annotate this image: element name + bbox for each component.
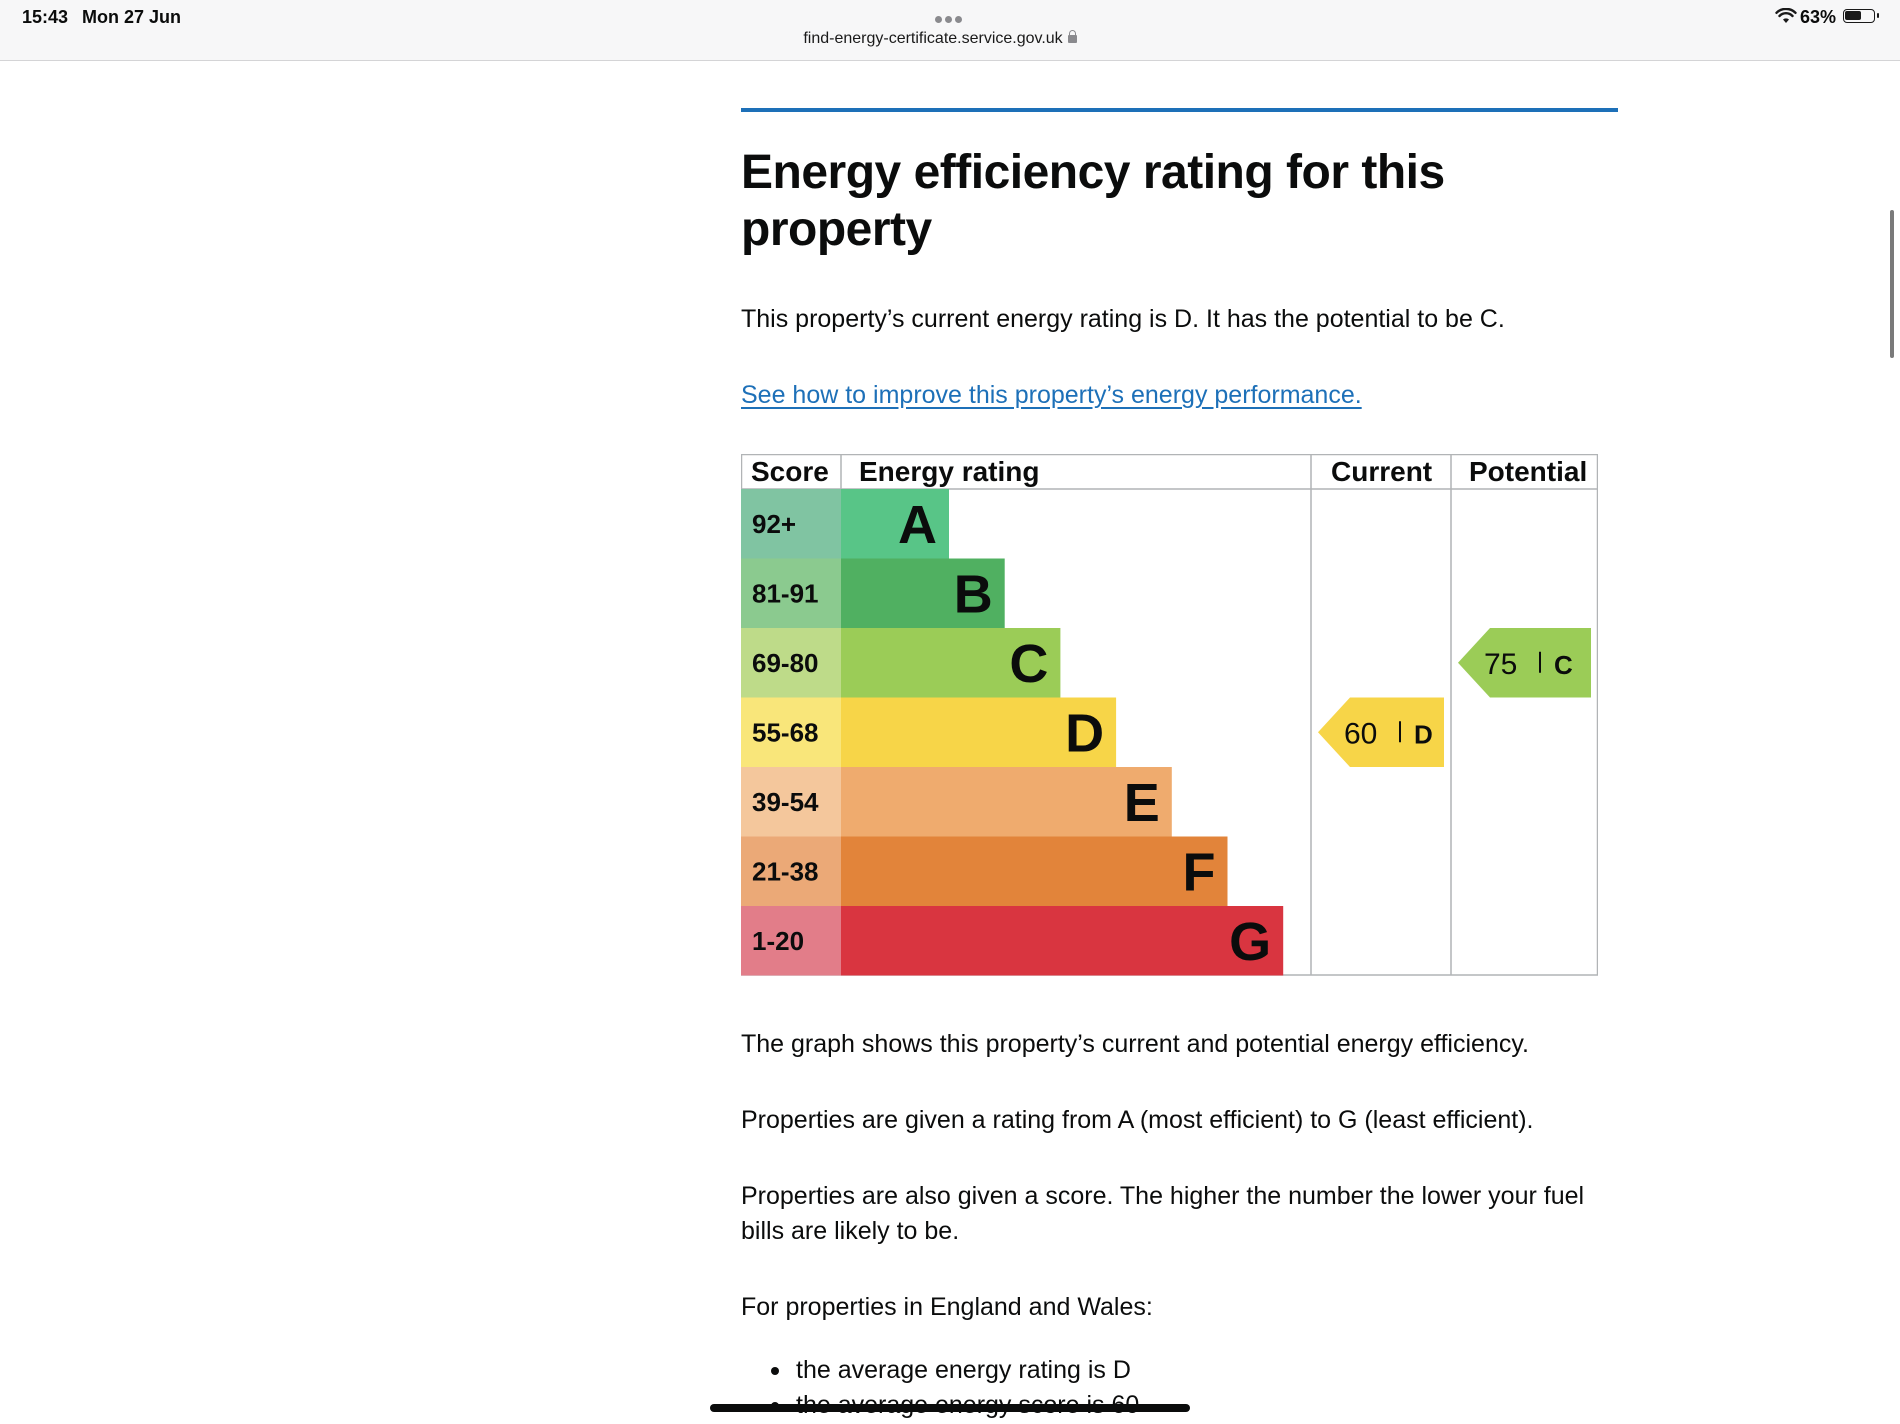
rating-letter: C <box>1009 634 1048 694</box>
improve-energy-link[interactable]: See how to improve this property’s energ… <box>741 381 1362 409</box>
scrollbar[interactable] <box>1890 210 1894 358</box>
score-cell <box>741 558 841 628</box>
rating-letter: A <box>898 495 937 555</box>
page-title: Energy efficiency rating for this proper… <box>741 146 1445 256</box>
wifi-icon <box>1775 8 1797 23</box>
rating-band-f <box>841 836 1228 906</box>
potential-rating-arrow <box>1458 628 1591 698</box>
status-time: 15:43 <box>22 7 69 27</box>
header-energy-rating: Energy rating <box>859 456 1039 487</box>
status-date: Mon 27 Jun <box>82 7 182 27</box>
address-bar[interactable]: find-energy-certificate.service.gov.uk <box>0 30 1880 48</box>
rating-letter: F <box>1183 842 1216 902</box>
header-potential: Potential <box>1469 456 1587 487</box>
rating-band-a <box>841 489 949 559</box>
score-label: 69-80 <box>752 648 819 678</box>
rating-band-b <box>841 558 1005 628</box>
current-rating-arrow <box>1318 697 1444 767</box>
header-score: Score <box>751 456 829 487</box>
header-current: Current <box>1331 456 1432 487</box>
rating-letter: B <box>954 564 993 624</box>
section-divider <box>741 108 1618 112</box>
battery-icon <box>1843 9 1879 23</box>
potential-rating-score: 75 <box>1484 648 1517 681</box>
current-rating-score: 60 <box>1344 717 1377 750</box>
score-cell <box>741 906 841 976</box>
score-label: 39-54 <box>752 787 819 817</box>
rating-band-d <box>841 697 1117 767</box>
rating-letter: E <box>1124 773 1160 833</box>
url-text: find-energy-certificate.service.gov.uk <box>803 30 1063 47</box>
more-options-icon[interactable] <box>935 10 967 23</box>
england-wales-intro: For properties in England and Wales: <box>741 1293 1153 1321</box>
rating-band-c <box>841 628 1061 698</box>
average-list: the average energy rating is D the avera… <box>768 1353 1139 1423</box>
score-cell <box>741 628 841 698</box>
score-label: 92+ <box>752 509 796 539</box>
battery-percent: 63% <box>1800 7 1837 27</box>
list-item: the average energy rating is D <box>768 1353 1139 1388</box>
improve-link-wrap: See how to improve this property’s energ… <box>741 378 1618 413</box>
rating-explanation: Properties are given a rating from A (mo… <box>741 1106 1534 1134</box>
rating-summary: This property’s current energy rating is… <box>741 305 1505 333</box>
current-rating-letter: D <box>1414 719 1433 749</box>
home-indicator[interactable] <box>710 1404 1190 1412</box>
energy-rating-chart: Score Energy rating Current Potential 92+ A 81… <box>741 454 1598 976</box>
score-cell <box>741 489 841 559</box>
score-label: 55-68 <box>752 717 819 747</box>
status-bar: 15:43 Mon 27 Jun find-energy-certificate… <box>0 0 1900 61</box>
score-cell <box>741 836 841 906</box>
score-cell <box>741 767 841 837</box>
rating-band-e <box>841 767 1172 837</box>
lock-icon <box>1067 30 1077 43</box>
score-label: 81-91 <box>752 578 819 608</box>
score-cell <box>741 697 841 767</box>
score-label: 21-38 <box>752 856 819 886</box>
score-label: 1-20 <box>752 926 804 956</box>
potential-rating-letter: C <box>1554 650 1573 680</box>
graph-explanation: The graph shows this property’s current … <box>741 1030 1529 1058</box>
score-explanation: Properties are also given a score. The h… <box>741 1182 1585 1245</box>
energy-rating-graph: Score Energy rating Current Potential 92+ A 81… <box>741 454 1598 976</box>
rating-letter: D <box>1065 703 1104 763</box>
rating-band-g <box>841 906 1284 976</box>
rating-letter: G <box>1229 912 1271 972</box>
